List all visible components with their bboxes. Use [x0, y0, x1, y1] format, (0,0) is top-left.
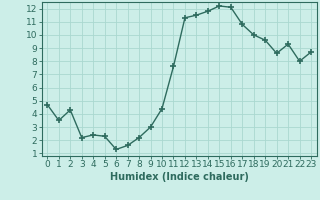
X-axis label: Humidex (Indice chaleur): Humidex (Indice chaleur)	[110, 172, 249, 182]
